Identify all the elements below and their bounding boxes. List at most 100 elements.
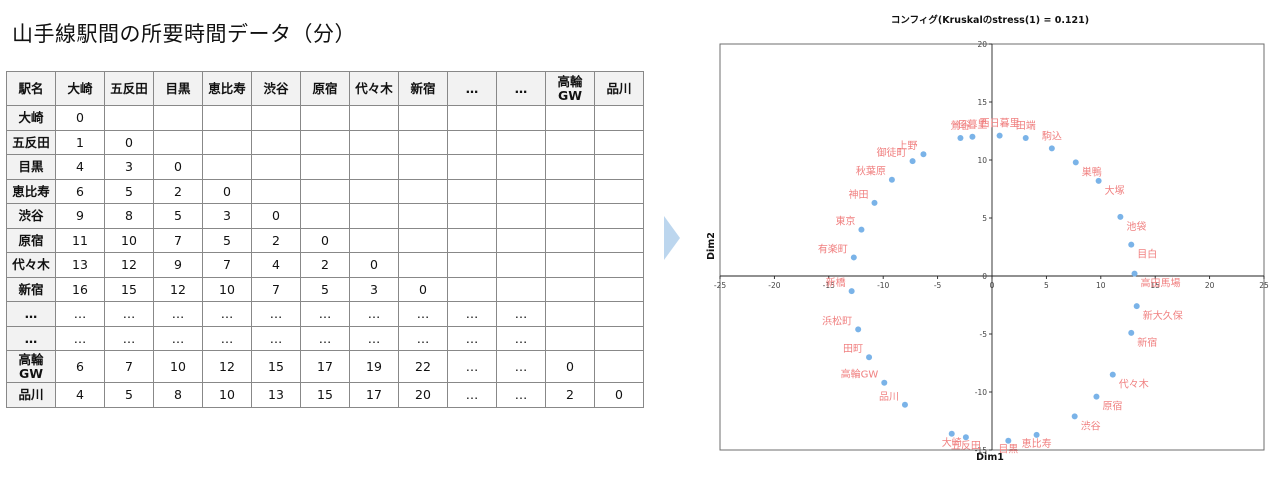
data-point <box>962 434 969 441</box>
table-cell: 2 <box>251 227 301 253</box>
header-cell: 駅名 <box>6 71 56 106</box>
table-cell: 22 <box>398 350 448 383</box>
point-label: 目黒 <box>998 444 1018 456</box>
table-cell: … <box>300 301 350 327</box>
x-tick-label: 5 <box>1044 281 1049 290</box>
row-header-cell: 新宿 <box>6 276 56 302</box>
table-cell <box>398 129 448 155</box>
data-point <box>948 430 955 437</box>
point-label: 高田馬場 <box>1141 277 1181 290</box>
table-cell: 5 <box>300 276 350 302</box>
table-cell: … <box>447 350 497 383</box>
table-cell <box>496 154 546 180</box>
point-label: 有楽町 <box>818 242 848 255</box>
point-label: 田町 <box>843 344 863 355</box>
chart-title: コンフィグ(Kruskalのstress(1) = 0.121) <box>891 14 1089 26</box>
table-row: 五反田 1 0 <box>6 129 644 155</box>
table-cell: 12 <box>202 350 252 383</box>
data-point <box>1117 213 1124 220</box>
data-point <box>901 401 908 408</box>
row-header-cell: 代々木 <box>6 252 56 278</box>
table-cell <box>447 129 497 155</box>
table-cell: 12 <box>104 252 154 278</box>
row-header-cell: 五反田 <box>6 129 56 155</box>
table-cell: … <box>202 325 252 351</box>
table-cell: 17 <box>300 350 350 383</box>
table-row: 原宿 11 10 7 5 2 0 <box>6 227 644 253</box>
point-label: 田端 <box>1016 119 1036 132</box>
table-cell: 10 <box>104 227 154 253</box>
table-cell <box>447 276 497 302</box>
x-tick-label: 15 <box>1150 281 1160 290</box>
x-tick-label: 20 <box>1205 281 1215 290</box>
table-cell: 2 <box>545 382 595 408</box>
table-cell: 0 <box>594 382 644 408</box>
point-label: 大崎 <box>942 436 962 449</box>
point-label: 上野 <box>897 140 917 152</box>
x-tick-label: -5 <box>934 281 942 290</box>
table-cell: 8 <box>104 203 154 229</box>
table-cell: 7 <box>104 350 154 383</box>
table-cell <box>496 129 546 155</box>
y-tick-label: -15 <box>975 446 987 455</box>
data-point <box>1128 241 1135 248</box>
table-cell: … <box>496 382 546 408</box>
table-cell: … <box>104 301 154 327</box>
table-cell <box>545 276 595 302</box>
table-cell <box>594 325 644 351</box>
table-cell: 5 <box>104 382 154 408</box>
x-tick-label: -10 <box>877 281 889 290</box>
table-cell: 7 <box>153 227 203 253</box>
table-cell <box>251 105 301 131</box>
table-cell <box>202 105 252 131</box>
table-cell: … <box>251 325 301 351</box>
row-header-cell: 品川 <box>6 382 56 408</box>
row-header-cell: … <box>6 325 56 351</box>
row-header-cell: 大崎 <box>6 105 56 131</box>
table-cell: 5 <box>202 227 252 253</box>
table-row: …………………………… <box>6 325 644 351</box>
point-label: 東京 <box>835 215 855 228</box>
table-cell <box>545 227 595 253</box>
table-row: 渋谷 9 8 5 3 0 <box>6 203 644 229</box>
table-row: 高輪GW 6 7 10 12 15 17 19 22…… 0 <box>6 350 644 383</box>
table-cell: … <box>202 301 252 327</box>
table-cell <box>349 203 399 229</box>
table-cell <box>349 154 399 180</box>
table-cell <box>349 129 399 155</box>
table-cell <box>594 276 644 302</box>
table-cell: 15 <box>251 350 301 383</box>
tick-labels: -25 -20 -15 -10 -5 0 5 10 15 20 25 -15 -10 -5 0 5 10 15 20 <box>714 40 1269 455</box>
table-cell: … <box>447 382 497 408</box>
table-cell <box>594 350 644 383</box>
axes <box>719 43 1265 451</box>
mds-scatter-chart: コンフィグ(Kruskalのstress(1) = 0.121) -25 -20-… <box>706 14 1269 463</box>
table-cell <box>104 105 154 131</box>
table-cell: … <box>398 301 448 327</box>
table-cell: 1 <box>55 129 105 155</box>
table-cell <box>496 227 546 253</box>
table-cell <box>594 227 644 253</box>
table-cell <box>153 129 203 155</box>
table-cell: 20 <box>398 382 448 408</box>
table-cell: 0 <box>55 105 105 131</box>
table-cell <box>300 105 350 131</box>
header-cell: 渋谷 <box>251 71 301 106</box>
table-cell: … <box>104 325 154 351</box>
data-point <box>920 151 927 158</box>
point-label: 五反田 <box>951 440 981 452</box>
x-tick-label: -15 <box>823 281 835 290</box>
table-cell: 16 <box>55 276 105 302</box>
table-cell <box>594 154 644 180</box>
data-point <box>855 326 862 333</box>
row-header-cell: 渋谷 <box>6 203 56 229</box>
row-header-cell: 原宿 <box>6 227 56 253</box>
point-label: 新宿 <box>1137 336 1157 349</box>
table-cell: … <box>153 301 203 327</box>
data-point <box>1048 145 1055 152</box>
data-point <box>1109 371 1116 378</box>
table-row: 代々木 13 12 9 7 4 2 0 <box>6 252 644 278</box>
point-label: 日暮里 <box>957 118 987 131</box>
table-cell: 4 <box>55 154 105 180</box>
header-cell: … <box>447 71 497 106</box>
